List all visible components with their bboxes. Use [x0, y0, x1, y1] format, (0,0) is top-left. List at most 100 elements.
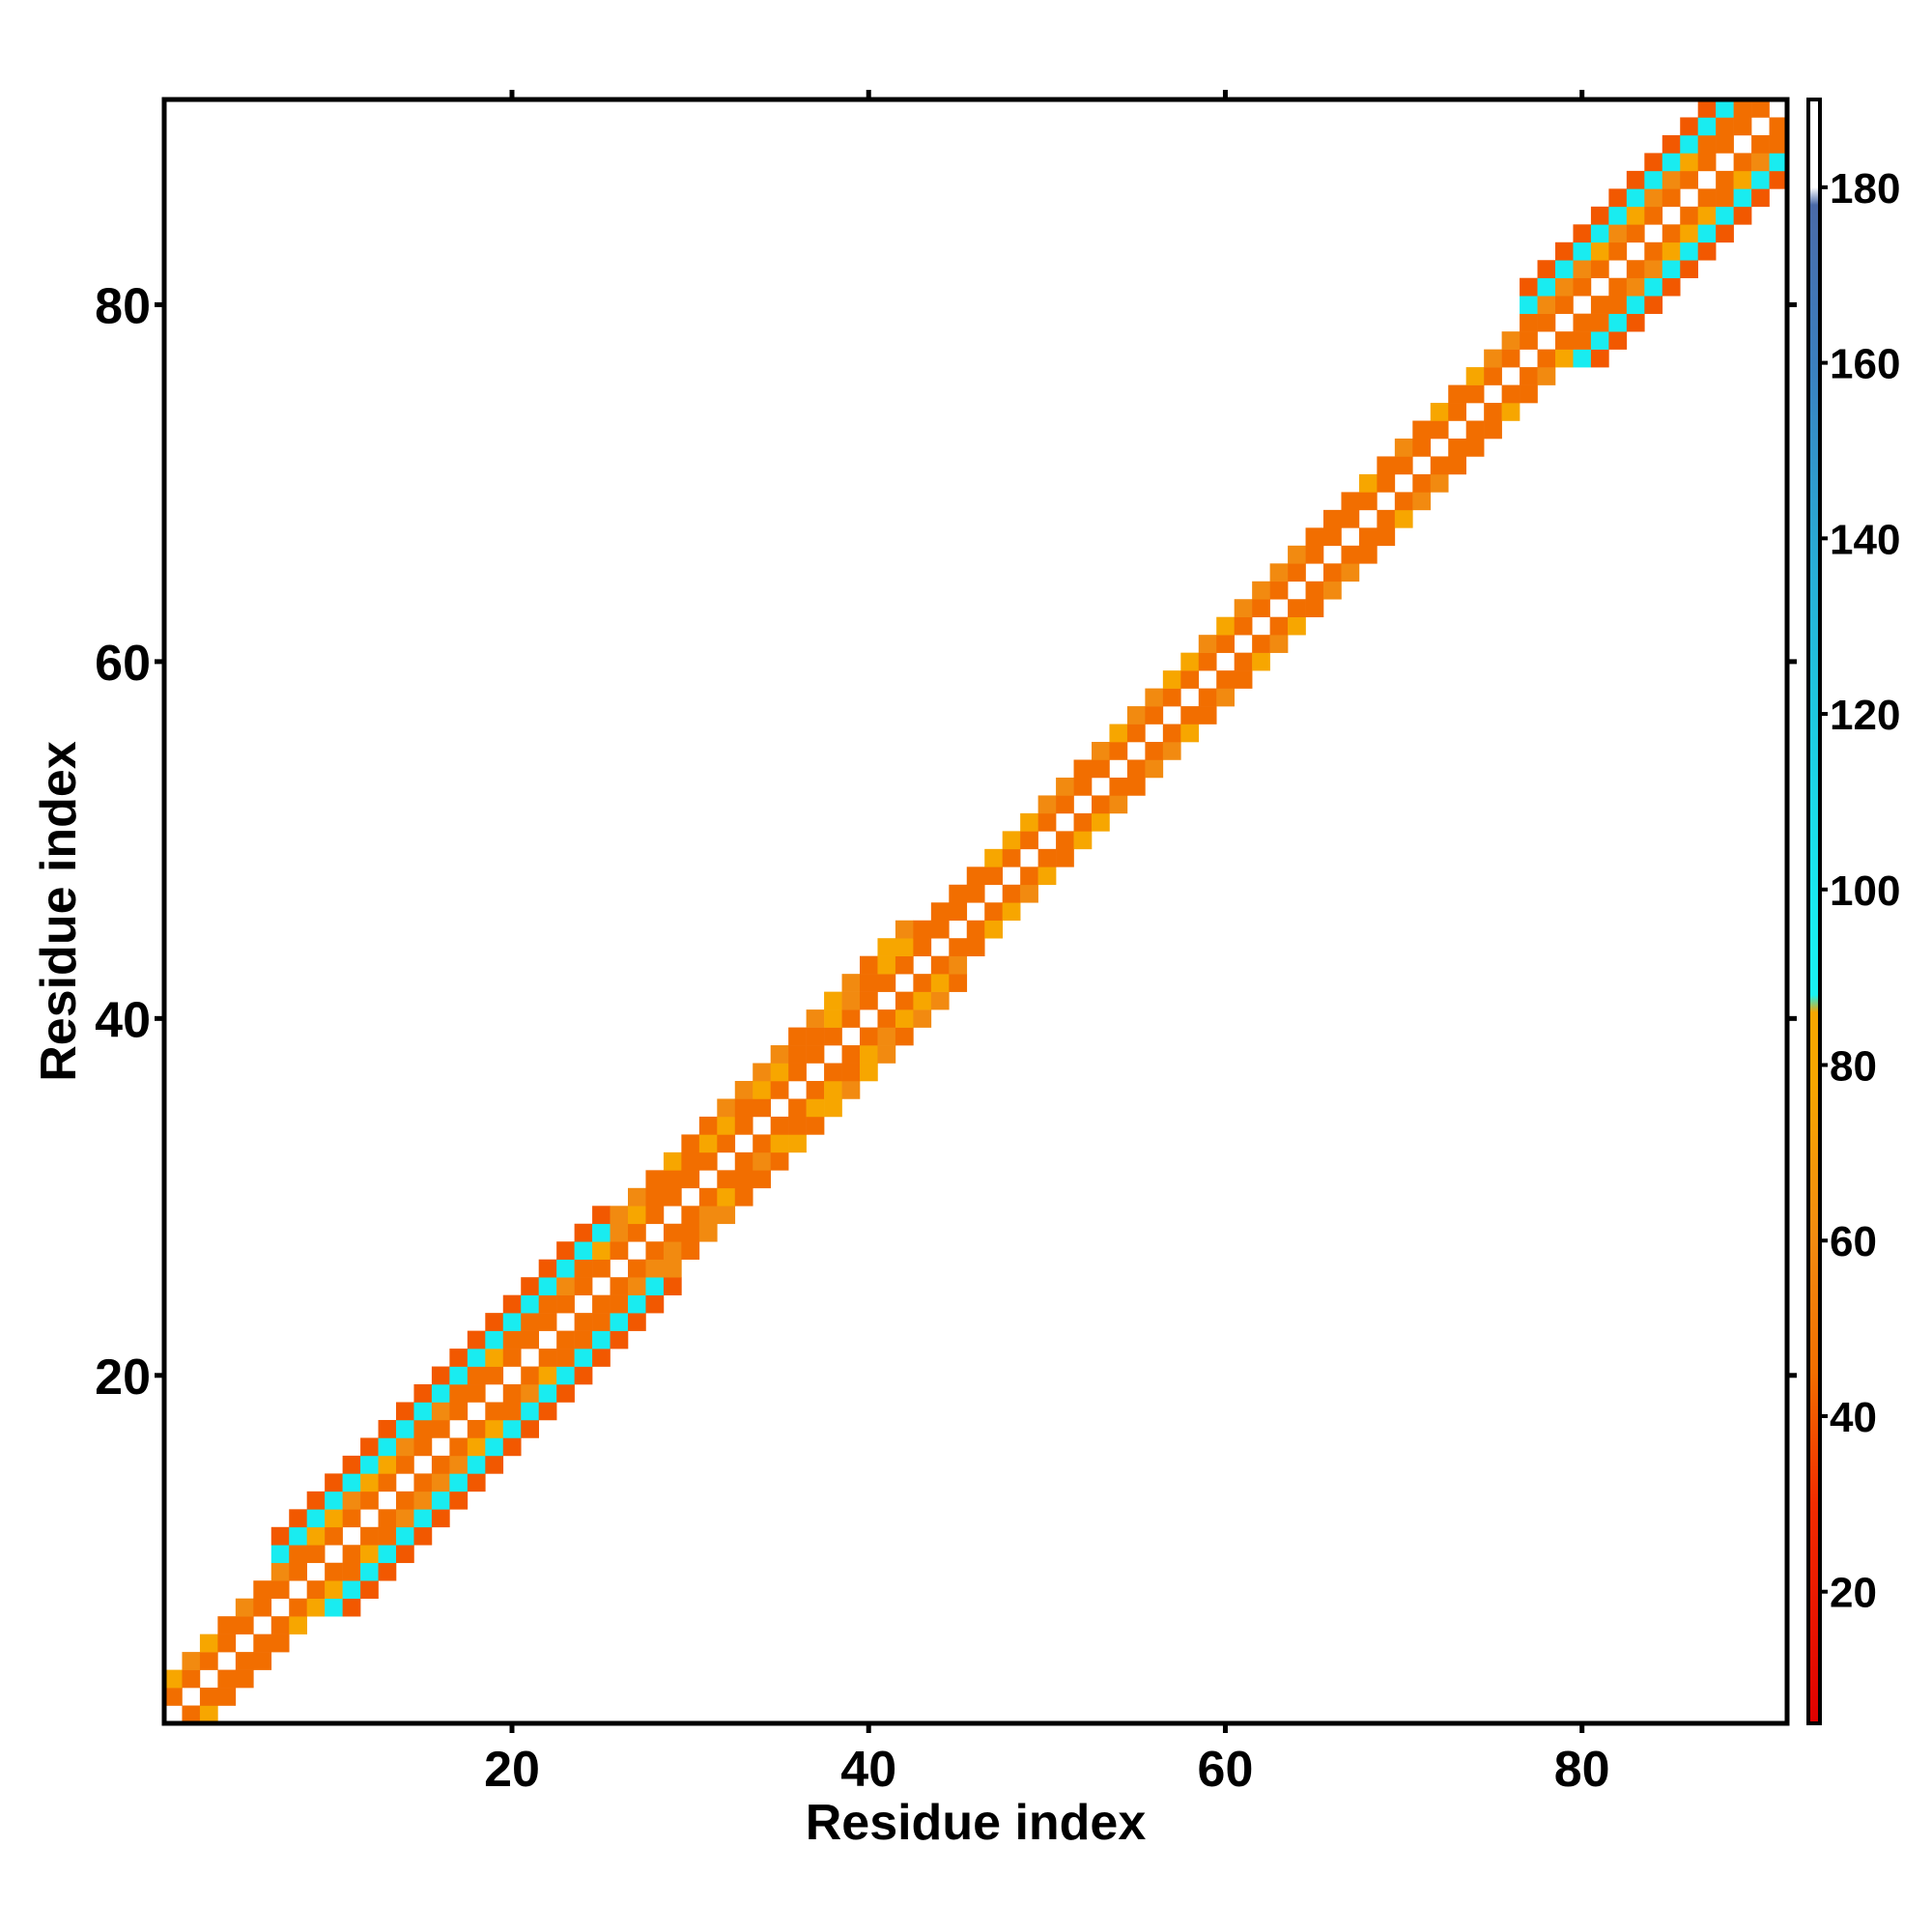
heatmap-cell	[538, 1384, 557, 1403]
heatmap-cell	[1198, 688, 1217, 707]
heatmap-cell	[1305, 581, 1324, 600]
heatmap-cell	[1626, 260, 1645, 279]
heatmap-cell	[431, 1491, 450, 1510]
heatmap-cell	[877, 1027, 896, 1046]
heatmap-cell	[1520, 313, 1538, 332]
heatmap-cell	[610, 1330, 629, 1350]
heatmap-cell	[913, 920, 932, 939]
x-tick-label: 20	[484, 1742, 540, 1798]
heatmap-cell	[521, 1384, 539, 1403]
heatmap-cell	[913, 991, 932, 1010]
heatmap-cell	[1056, 848, 1074, 867]
heatmap-cell	[270, 1616, 290, 1634]
heatmap-cell	[431, 1509, 450, 1528]
heatmap-cell	[966, 867, 985, 886]
heatmap-cell	[1697, 224, 1717, 243]
heatmap-cell	[1484, 367, 1502, 385]
heatmap-cell	[895, 955, 914, 975]
heatmap-cell	[1697, 99, 1717, 118]
heatmap-cell	[1341, 492, 1360, 511]
heatmap-cell	[1269, 581, 1289, 600]
heatmap-cell	[199, 1652, 218, 1670]
colorbar	[1806, 98, 1822, 1725]
heatmap-cell	[485, 1313, 504, 1331]
heatmap-cell	[734, 1170, 753, 1189]
heatmap-cell	[538, 1313, 557, 1331]
heatmap-cell	[1430, 456, 1449, 475]
heatmap-cell	[1662, 170, 1681, 189]
heatmap-cell	[770, 1134, 789, 1153]
heatmap-cell	[467, 1330, 486, 1350]
colorbar-tick-label: 40	[1830, 1394, 1877, 1441]
heatmap-cell	[1056, 795, 1074, 814]
heatmap-cell	[1555, 242, 1574, 261]
heatmap-cell	[467, 1366, 486, 1385]
heatmap-cell	[1037, 812, 1057, 832]
heatmap-cell	[1537, 260, 1556, 279]
heatmap-cell	[396, 1402, 414, 1421]
heatmap-cell	[306, 1526, 326, 1546]
heatmap-cell	[610, 1206, 629, 1225]
heatmap-cell	[645, 1294, 665, 1314]
heatmap-cell	[1198, 652, 1217, 671]
heatmap-cell	[788, 1134, 807, 1153]
heatmap-cell	[342, 1562, 361, 1581]
heatmap-cell	[681, 1241, 700, 1261]
heatmap-cell	[610, 1313, 629, 1331]
heatmap-cell	[1448, 438, 1466, 457]
heatmap-cell	[342, 1580, 361, 1599]
heatmap-cell	[770, 1080, 789, 1099]
heatmap-cell	[521, 1402, 539, 1421]
heatmap-cell	[574, 1241, 593, 1261]
heatmap-cell	[1092, 812, 1110, 832]
heatmap-cell	[610, 1241, 629, 1261]
heatmap-cell	[1109, 742, 1128, 760]
colorbar-tick-label: 180	[1830, 165, 1900, 213]
heatmap-cell	[1520, 296, 1538, 314]
heatmap-cell	[984, 848, 1003, 867]
heatmap-cell	[217, 1688, 237, 1706]
heatmap-cell	[949, 955, 968, 975]
heatmap-cell	[1716, 206, 1734, 225]
colorbar-ticks: 20 40 60 80 100 120 140 160 180	[1820, 165, 1900, 1617]
heatmap-cell	[966, 884, 985, 903]
heatmap-cell	[645, 1170, 665, 1189]
heatmap-cell	[1608, 242, 1628, 261]
heatmap-cell	[1662, 277, 1681, 297]
heatmap-cell	[449, 1402, 469, 1421]
heatmap-cell	[360, 1491, 379, 1510]
heatmap-cell	[521, 1277, 539, 1295]
heatmap-cell	[1305, 527, 1324, 547]
heatmap-cell	[378, 1509, 397, 1528]
heatmap-cell	[1020, 867, 1038, 886]
heatmap-cell	[1573, 277, 1592, 297]
heatmap-cell	[1680, 134, 1698, 154]
heatmap-cell	[1412, 438, 1432, 457]
heatmap-cell	[556, 1277, 575, 1295]
heatmap-cell	[1073, 759, 1093, 779]
heatmap-cell	[1358, 545, 1378, 564]
heatmap-cell	[913, 1009, 932, 1028]
y-tick-label: 20	[95, 1350, 151, 1406]
heatmap-cell	[698, 1187, 718, 1207]
colorbar-tick-label: 160	[1830, 341, 1900, 388]
heatmap-cell	[663, 1187, 682, 1207]
heatmap-cell	[1573, 313, 1592, 332]
heatmap-cell	[1733, 188, 1752, 208]
heatmap-cell	[574, 1313, 593, 1331]
heatmap-cell	[378, 1437, 397, 1457]
y-tick-label: 80	[95, 278, 151, 334]
heatmap-cell	[1573, 331, 1592, 350]
heatmap-cell	[1358, 473, 1378, 493]
heatmap-cell	[1520, 331, 1538, 350]
heatmap-cell	[841, 1009, 861, 1028]
heatmap-cell	[788, 1045, 807, 1064]
heatmap-cell	[698, 1223, 718, 1242]
heatmap-cell	[413, 1491, 433, 1510]
heatmap-cell	[396, 1509, 414, 1528]
y-axis-ticks: 20 40 60 80	[95, 278, 1797, 1406]
heatmap-cell	[734, 1187, 753, 1207]
heatmap-cell	[413, 1384, 433, 1403]
heatmap-cell	[734, 1080, 753, 1099]
